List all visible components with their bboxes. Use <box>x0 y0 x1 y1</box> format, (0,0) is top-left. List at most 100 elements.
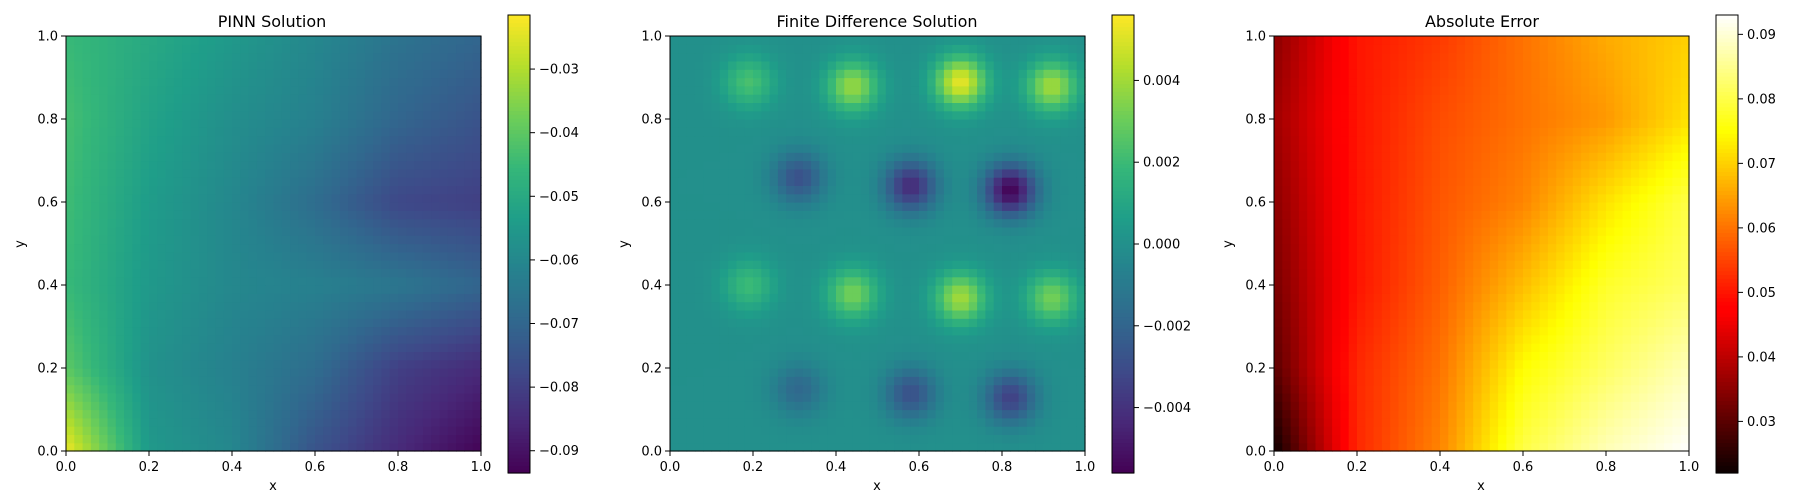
fd-heatmap-cell <box>753 268 762 278</box>
fd-heatmap-cell <box>769 392 779 402</box>
fd-heatmap-cell <box>993 309 1003 319</box>
fd-heatmap-cell <box>985 426 995 435</box>
fd-heatmap-cell <box>935 94 945 103</box>
pinn-heatmap-cell <box>356 44 366 54</box>
fd-heatmap-cell <box>927 69 937 79</box>
fd-heatmap-cell <box>968 392 978 402</box>
fd-heatmap-cell <box>753 243 762 253</box>
pinn-heatmap-cell <box>323 417 333 427</box>
fd-heatmap-cell <box>686 127 696 137</box>
pinn-heatmap-cell <box>339 309 349 319</box>
pinn-heatmap-cell <box>273 359 283 369</box>
pinn-heatmap-cell <box>364 160 374 170</box>
pinn-heatmap-cell <box>149 309 158 319</box>
fd-heatmap-cell <box>819 226 829 236</box>
pinn-heatmap-cell <box>431 127 441 137</box>
pinn-heatmap-cell <box>223 384 233 394</box>
fd-heatmap-cell <box>777 243 787 253</box>
pinn-heatmap-cell <box>115 226 125 236</box>
fd-heatmap-cell <box>960 426 970 435</box>
fd-heatmap-cell <box>678 69 688 79</box>
fd-heatmap-cell <box>836 60 845 70</box>
pinn-colorbar-tick-label: −0.07 <box>539 317 579 332</box>
pinn-heatmap-cell <box>472 85 482 95</box>
pinn-heatmap-cell <box>248 417 258 427</box>
pinn-heatmap-cell <box>107 268 117 278</box>
fd-heatmap-cell <box>1035 343 1045 352</box>
pinn-heatmap-cell <box>115 202 125 211</box>
fd-heatmap-cell <box>719 185 729 195</box>
pinn-heatmap-cell <box>115 301 125 311</box>
fd-heatmap-cell <box>1043 177 1053 186</box>
pinn-heatmap-cell <box>265 210 275 220</box>
fd-heatmap-cell <box>761 69 771 79</box>
pinn-heatmap-cell <box>273 85 283 95</box>
pinn-heatmap-cell <box>356 177 366 186</box>
fd-heatmap-cell <box>1018 368 1028 377</box>
fd-heatmap-cell <box>827 334 837 344</box>
fd-heatmap-cell <box>952 168 962 178</box>
fd-heatmap-cell <box>935 309 945 319</box>
fd-heatmap-cell <box>769 135 779 145</box>
pinn-heatmap-cell <box>232 85 241 95</box>
pinn-heatmap-cell <box>215 185 225 195</box>
pinn-heatmap-cell <box>132 309 142 319</box>
fd-heatmap-cell <box>885 334 895 344</box>
fd-heatmap-cell <box>686 177 696 186</box>
fd-heatmap-cell <box>902 210 912 220</box>
pinn-heatmap-cell <box>389 251 399 261</box>
pinn-heatmap-cell <box>273 368 283 377</box>
fd-heatmap-cell <box>794 127 804 137</box>
pinn-heatmap-cell <box>364 177 374 186</box>
fd-heatmap-cell <box>852 185 862 195</box>
pinn-heatmap-cell <box>157 143 167 153</box>
pinn-heatmap-cell <box>240 409 250 419</box>
fd-heatmap-cell <box>902 293 912 303</box>
pinn-heatmap-cell <box>115 119 125 128</box>
pinn-heatmap-cell <box>248 85 258 95</box>
pinn-heatmap-cell <box>115 251 125 261</box>
fd-heatmap-cell <box>943 218 953 228</box>
pinn-heatmap-cell <box>165 226 175 236</box>
fd-heatmap-cell <box>960 359 970 369</box>
pinn-xtick-label: 0.2 <box>139 460 160 475</box>
pinn-heatmap-cell <box>348 152 358 162</box>
pinn-heatmap-cell <box>281 401 291 411</box>
pinn-heatmap-cell <box>315 210 324 220</box>
fd-heatmap-cell <box>902 276 912 286</box>
pinn-heatmap-cell <box>66 251 75 261</box>
pinn-heatmap-cell <box>281 334 291 344</box>
pinn-heatmap-cell <box>464 309 474 319</box>
pinn-heatmap-cell <box>140 384 150 394</box>
fd-heatmap-cell <box>786 143 796 153</box>
fd-heatmap-cell <box>1076 417 1086 427</box>
fd-heatmap-cell <box>670 301 679 311</box>
fd-heatmap-cell <box>919 77 928 87</box>
pinn-heatmap-cell <box>165 276 175 286</box>
fd-heatmap-cell <box>728 102 737 112</box>
fd-heatmap-cell <box>761 334 771 344</box>
pinn-heatmap-cell <box>232 401 241 411</box>
pinn-heatmap-cell <box>290 160 299 170</box>
pinn-heatmap-cell <box>99 417 109 427</box>
pinn-heatmap-cell <box>456 384 465 394</box>
pinn-heatmap-cell <box>240 127 250 137</box>
pinn-heatmap-cell <box>348 102 358 112</box>
pinn-heatmap-cell <box>173 368 183 377</box>
pinn-heatmap-cell <box>140 343 150 352</box>
fd-heatmap-cell <box>960 417 970 427</box>
fd-heatmap-cell <box>885 152 895 162</box>
fd-heatmap-cell <box>811 177 820 186</box>
fd-heatmap-cell <box>694 368 704 377</box>
pinn-colorbar-segment <box>508 469 530 474</box>
pinn-heatmap-cell <box>431 384 441 394</box>
pinn-heatmap-cell <box>115 69 125 79</box>
pinn-heatmap-cell <box>348 160 358 170</box>
pinn-heatmap-cell <box>323 168 333 178</box>
fd-heatmap-cell <box>1018 77 1028 87</box>
pinn-heatmap-cell <box>66 60 75 70</box>
fd-heatmap-cell <box>935 368 945 377</box>
pinn-heatmap-cell <box>298 285 308 294</box>
fd-heatmap-cell <box>794 334 804 344</box>
pinn-heatmap-cell <box>173 110 183 120</box>
